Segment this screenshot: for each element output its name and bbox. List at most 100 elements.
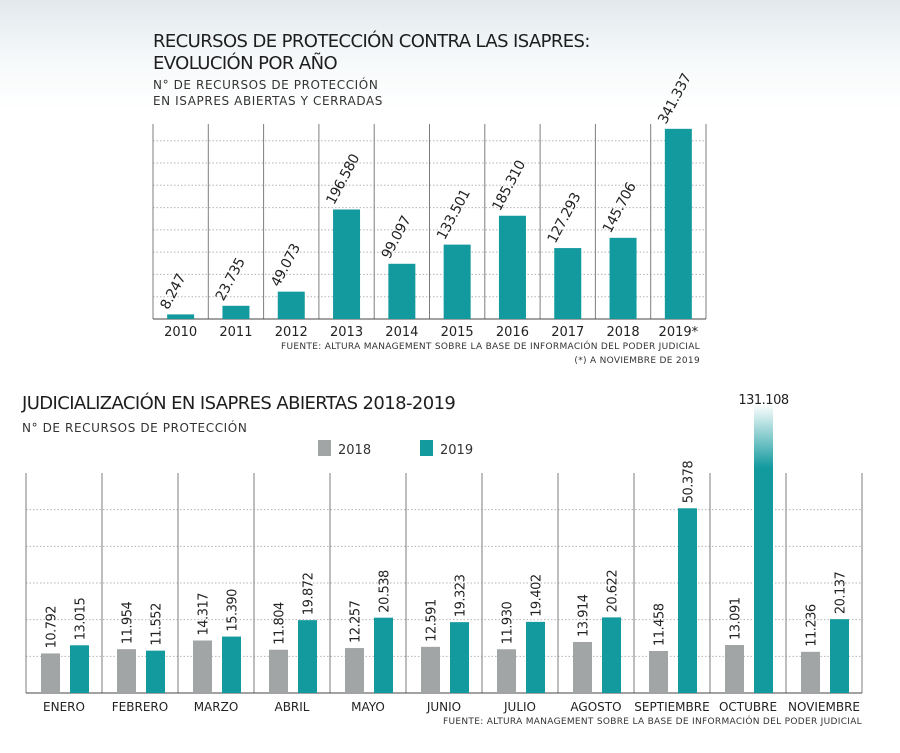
chart1-subtitle-line-2: EN ISAPRES ABIERTAS Y CERRADAS [153,94,383,108]
chart2-value-label: 20.137 [834,571,849,614]
chart2-tick-label: ABRIL [274,700,309,714]
chart2-bar-2018-junio [421,646,440,693]
chart1-note: (*) A NOVIEMBRE DE 2019 [574,356,700,366]
chart2-tick-label: NOVIEMBRE [788,700,860,714]
chart2-value-label: 15.390 [226,589,241,632]
chart1-bar-2017 [554,248,582,319]
chart2-source: FUENTE: ALTURA MANAGEMENT SOBRE LA BASE … [443,717,862,727]
chart1-bar-2015 [443,244,471,319]
chart1-tick-label: 2016 [496,325,529,340]
chart2-bar-2019-junio [450,622,469,693]
chart2-tick-label: ENERO [43,700,85,714]
chart1-value-label: 127.293 [545,190,585,246]
chart2-tick-label: OCTUBRE [719,700,777,714]
chart1-value-label: 8.247 [158,272,190,313]
chart2-bar-2019-enero [70,645,89,693]
chart2-value-label: 11.804 [273,602,288,645]
chart2-bar-2019-julio [526,621,545,693]
chart1-title-line-1: RECURSOS DE PROTECCIÓN CONTRA LAS ISAPRE… [153,31,590,52]
chart2-tick-label: MARZO [194,700,239,714]
chart2-subtitle: N° DE RECURSOS DE PROTECCIÓN [22,421,248,435]
chart1-tick-label: 2017 [551,325,584,340]
chart2-tick-label: JUNIO [426,700,461,714]
chart2-bar-2018-marzo [193,640,212,693]
chart1-bar-2010 [167,314,195,319]
chart1-tick-label: 2015 [441,325,474,340]
chart2-title: JUDICIALIZACIÓN EN ISAPRES ABIERTAS 2018… [22,393,456,414]
chart1-bar-2016 [498,215,526,319]
chart1-tick-label: 2018 [607,325,640,340]
chart1-title: RECURSOS DE PROTECCIÓN CONTRA LAS ISAPRE… [153,31,713,75]
chart2-value-label: 11.236 [805,604,820,647]
legend-swatch-2018 [318,440,331,456]
chart1-tick-label: 2011 [219,325,252,340]
chart1-subtitle-line-1: N° DE RECURSOS DE PROTECCIÓN [153,78,379,92]
chart2-value-label: 11.930 [501,602,516,645]
chart1-tick-label: 2014 [385,325,418,340]
chart1-title-line-2: EVOLUCIÓN POR AÑO [153,53,338,74]
chart1-value-label: 23.735 [213,256,249,304]
chart2-value-label: 14.317 [197,593,212,636]
chart2-value-label: 11.954 [121,601,136,644]
chart1-tick-label: 2010 [164,325,197,340]
chart2-bar-2018-octubre [725,644,744,693]
chart2-bar-2019-septiembre [678,508,697,693]
chart2-value-label: 13.914 [577,594,592,637]
chart2-value-label: 20.538 [378,570,393,613]
chart2-tick-label: MAYO [351,700,385,714]
chart1-tick-label: 2012 [275,325,308,340]
chart2-bar-2018-mayo [345,648,364,693]
chart2-value-label: 19.323 [454,574,469,617]
chart2-value-label: 11.552 [150,603,165,646]
chart2-bar-2018-abril [269,649,288,693]
chart1-subtitle: N° DE RECURSOS DE PROTECCIÓN EN ISAPRES … [153,77,383,109]
chart2-bar-2018-noviembre [801,651,820,693]
chart1-tick-label: 2013 [330,325,363,340]
chart2-tick-label: FEBRERO [112,700,168,714]
chart1-value-label: 99.097 [379,214,415,262]
chart1-value-label: 133.501 [434,187,474,243]
legend-swatch-2019 [420,440,433,456]
chart2-value-label: 13.015 [74,598,89,641]
chart2-bar-2018-julio [497,649,516,693]
chart1-bar-2014 [388,263,416,319]
chart1-plot: 8.247 2010 23.735 2011 49.073 2012 196.580 2013… [152,71,707,340]
chart2-bar-2019-febrero [146,650,165,693]
chart1-bar-2019 [664,128,692,319]
chart2-value-label: 13.091 [729,597,744,640]
chart2-bar-2018-septiembre [649,650,668,693]
chart2-bar-2019-noviembre [830,619,849,693]
chart2-tick-label: AGOSTO [570,700,621,714]
chart2-bar-2019-marzo [222,636,241,693]
chart2-tick-label: JULIO [503,700,536,714]
chart2-value-label: 20.622 [606,570,621,613]
legend-label-2019: 2019 [440,443,474,458]
chart2-value-label: 12.257 [349,600,364,643]
chart2-bar-2019-octubre [754,404,773,693]
chart2-value-label: 131.108 [738,393,788,408]
chart2-value-label: 11.458 [653,603,668,646]
chart1-value-label: 341.337 [655,71,695,127]
legend-label-2018: 2018 [338,443,372,458]
chart2-plot: 10.792 13.015 ENERO 11.954 11.552 FEBRERO 14.3… [25,393,863,714]
chart1-value-label: 185.310 [489,158,529,214]
chart2-value-label: 50.378 [682,461,697,504]
chart1-value-label: 196.580 [323,152,363,208]
chart2-value-label: 12.591 [425,599,440,642]
chart2-tick-label: SEPTIEMBRE [634,700,709,714]
chart1-bar-2018 [609,237,637,319]
chart2-bar-2018-agosto [573,641,592,693]
chart2-bar-2019-agosto [602,617,621,693]
chart1-bar-2013 [333,209,361,319]
chart1-value-label: 49.073 [268,241,304,289]
chart2-bar-2019-abril [298,620,317,693]
chart1-bar-2012 [277,291,305,319]
chart2-bar-2019-mayo [374,617,393,693]
chart1-bar-2011 [222,305,250,319]
chart2-value-label: 19.872 [302,573,317,616]
chart1-source: FUENTE: ALTURA MANAGEMENT SOBRE LA BASE … [281,342,700,352]
chart2-bar-2018-febrero [117,649,136,693]
chart2-value-label: 19.402 [530,574,545,617]
chart2-value-label: 10.792 [45,606,60,649]
